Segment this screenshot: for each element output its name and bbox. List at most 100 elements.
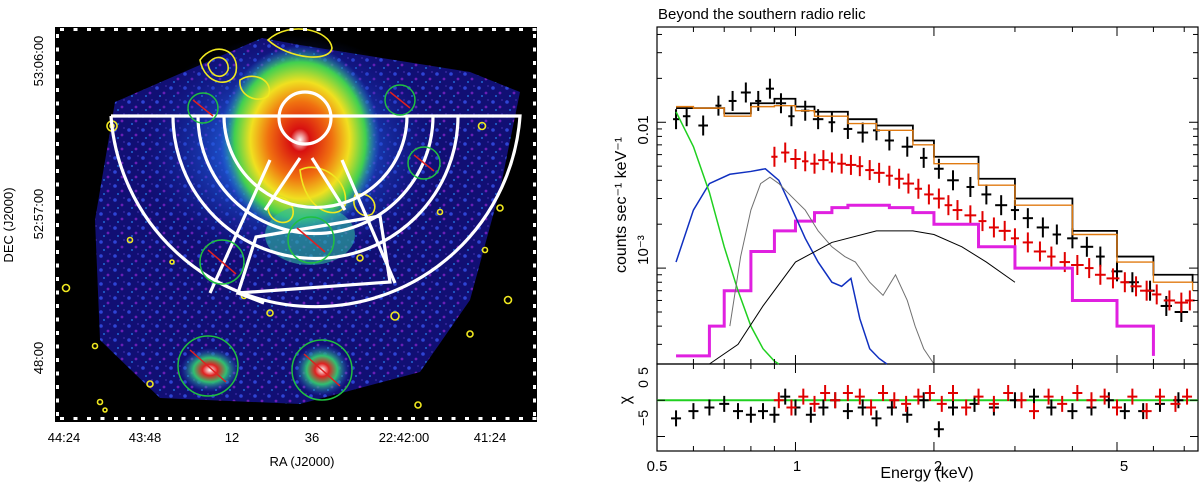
frame-tick bbox=[343, 417, 348, 420]
x-tick-label: 2 bbox=[934, 458, 942, 475]
frame-tick bbox=[56, 277, 59, 281]
dec-tick-label: 48:00 bbox=[31, 342, 46, 375]
frame-tick bbox=[195, 28, 199, 31]
frame-tick bbox=[262, 28, 267, 31]
frame-tick bbox=[114, 417, 118, 420]
frame-tick bbox=[438, 28, 442, 31]
spectrum-xlabel: Energy (keV) bbox=[880, 465, 973, 482]
frame-tick bbox=[154, 417, 159, 420]
frame-tick bbox=[357, 28, 361, 31]
y-tick-label: 10⁻³ bbox=[635, 235, 652, 265]
frame-tick bbox=[195, 417, 199, 420]
frame-tick bbox=[438, 417, 442, 420]
thin-black-component-line bbox=[709, 230, 1016, 365]
frame-tick bbox=[370, 28, 375, 31]
ra-tick-label: 22:42:00 bbox=[379, 430, 430, 445]
frame-tick bbox=[56, 290, 59, 295]
frame-tick bbox=[249, 28, 253, 31]
spectrum-series bbox=[673, 78, 1195, 365]
frame-tick bbox=[56, 169, 59, 173]
frame-tick bbox=[56, 223, 59, 227]
frame-tick bbox=[492, 28, 496, 31]
frame-tick bbox=[533, 155, 536, 160]
frame-tick bbox=[316, 28, 321, 31]
frame-tick bbox=[56, 358, 59, 362]
frame-tick bbox=[533, 304, 536, 308]
frame-tick bbox=[56, 317, 59, 322]
frame-tick bbox=[505, 28, 510, 31]
frame-tick bbox=[533, 34, 536, 38]
frame-tick bbox=[533, 277, 536, 281]
frame-tick bbox=[208, 28, 213, 31]
frame-tick bbox=[343, 28, 348, 31]
frame-tick bbox=[127, 417, 132, 420]
frame-tick bbox=[289, 28, 294, 31]
x-tick-label: 5 bbox=[1120, 458, 1128, 475]
frame-tick bbox=[424, 417, 429, 420]
left-ticks bbox=[56, 28, 537, 420]
frame-tick bbox=[533, 223, 536, 227]
ra-tick-label: 43:48 bbox=[129, 430, 162, 445]
frame-tick bbox=[56, 88, 59, 92]
frame-tick bbox=[533, 385, 536, 389]
frame-tick bbox=[56, 344, 59, 349]
frame-tick bbox=[533, 317, 536, 322]
frame-tick bbox=[533, 236, 536, 241]
frame-tick bbox=[303, 417, 307, 420]
frame-tick bbox=[505, 417, 510, 420]
blue-component-line bbox=[675, 167, 888, 365]
ra-tick-label: 36 bbox=[305, 430, 319, 445]
frame-tick bbox=[56, 74, 59, 79]
frame-tick bbox=[56, 209, 59, 214]
frame-tick bbox=[533, 128, 536, 133]
frame-tick bbox=[56, 331, 59, 335]
dec-tick-label: 52:57:00 bbox=[31, 189, 46, 240]
frame-tick bbox=[56, 182, 59, 187]
frame-tick bbox=[60, 28, 64, 31]
frame-tick bbox=[56, 61, 59, 65]
frame-tick bbox=[478, 28, 483, 31]
frame-tick bbox=[533, 142, 536, 146]
frame-tick bbox=[56, 155, 59, 160]
frame-tick bbox=[56, 263, 59, 268]
frame-tick bbox=[56, 304, 59, 308]
frame-tick bbox=[533, 88, 536, 92]
frame-tick bbox=[127, 28, 132, 31]
left-xlabel: RA (J2000) bbox=[269, 454, 334, 469]
frame-tick bbox=[222, 28, 226, 31]
frame-tick bbox=[492, 417, 496, 420]
frame-tick bbox=[87, 28, 91, 31]
frame-tick bbox=[60, 417, 64, 420]
frame-tick bbox=[168, 417, 172, 420]
frame-tick bbox=[533, 74, 536, 79]
frame-tick bbox=[56, 34, 59, 38]
frame-tick bbox=[289, 417, 294, 420]
frame-tick bbox=[330, 417, 334, 420]
frame-tick bbox=[424, 28, 429, 31]
ra-tick-label: 44:24 bbox=[48, 430, 81, 445]
frame-tick bbox=[56, 128, 59, 133]
frame-tick bbox=[533, 61, 536, 65]
frame-tick bbox=[478, 417, 483, 420]
frame-tick bbox=[330, 28, 334, 31]
frame-tick bbox=[141, 417, 145, 420]
frame-tick bbox=[235, 28, 240, 31]
frame-tick bbox=[114, 28, 118, 31]
frame-tick bbox=[533, 182, 536, 187]
frame-tick bbox=[56, 115, 59, 119]
frame-tick bbox=[56, 250, 59, 254]
frame-tick bbox=[249, 417, 253, 420]
left-panel: RA (J2000) DEC (J2000) 44:24 43:48 12 36… bbox=[1, 27, 537, 469]
frame-tick bbox=[533, 290, 536, 295]
frame-tick bbox=[411, 28, 415, 31]
frame-tick bbox=[465, 28, 469, 31]
model-orange-line bbox=[676, 104, 1194, 291]
right-panel: Beyond the southern radio relic 0.5 1 2 … bbox=[613, 6, 1199, 482]
frame-tick bbox=[73, 417, 78, 420]
frame-tick bbox=[276, 28, 280, 31]
x-tick-label: 1 bbox=[793, 458, 801, 475]
left-ylabel: DEC (J2000) bbox=[1, 187, 16, 262]
frame-tick bbox=[533, 398, 536, 403]
frame-tick bbox=[411, 417, 415, 420]
frame-tick bbox=[100, 28, 105, 31]
